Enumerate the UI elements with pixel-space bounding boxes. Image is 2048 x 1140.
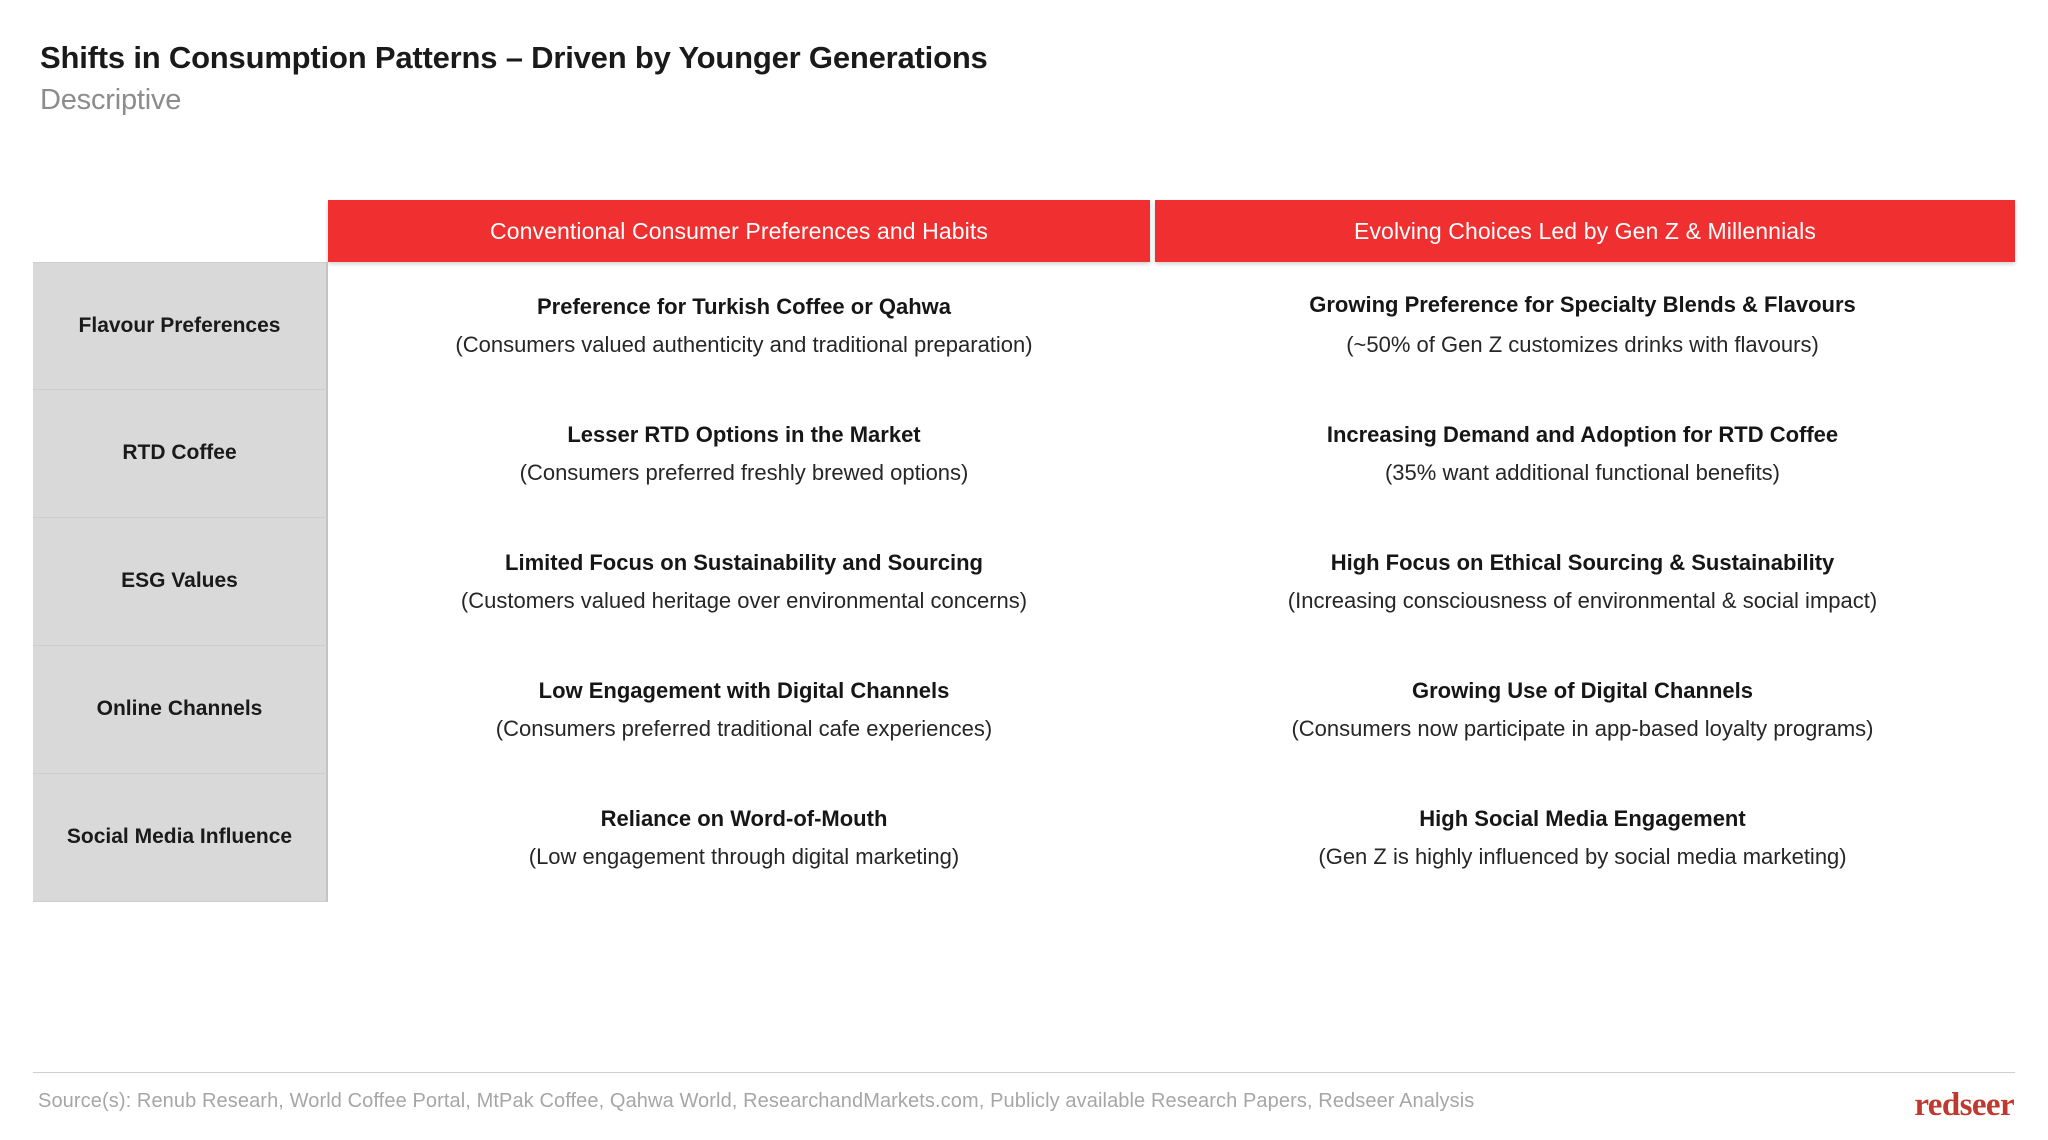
cell-evolving-online-channels: Growing Use of Digital Channels (Consume… [1155, 646, 2010, 774]
cell-headline: Limited Focus on Sustainability and Sour… [505, 549, 983, 575]
column-header-evolving: Evolving Choices Led by Gen Z & Millenni… [1155, 200, 2015, 262]
row-label-rtd-coffee: RTD Coffee [33, 390, 328, 518]
cell-conventional-rtd-coffee: Lesser RTD Options in the Market (Consum… [333, 390, 1155, 518]
table-row: ESG Values Limited Focus on Sustainabili… [33, 518, 2015, 646]
cell-conventional-flavour-preferences: Preference for Turkish Coffee or Qahwa (… [333, 262, 1155, 390]
cell-evolving-esg-values: High Focus on Ethical Sourcing & Sustain… [1155, 518, 2010, 646]
column-header-conventional: Conventional Consumer Preferences and Ha… [328, 200, 1150, 262]
page-title: Shifts in Consumption Patterns – Driven … [40, 40, 988, 75]
cell-detail: (35% want additional functional benefits… [1384, 459, 1781, 485]
cell-detail: (Gen Z is highly influenced by social me… [1318, 843, 1847, 869]
table-row: Social Media Influence Reliance on Word-… [33, 774, 2015, 902]
cell-headline: Lesser RTD Options in the Market [567, 421, 921, 447]
table-body: Flavour Preferences Preference for Turki… [33, 262, 2015, 902]
cell-conventional-social-media-influence: Reliance on Word-of-Mouth (Low engagemen… [333, 774, 1155, 902]
cell-detail: (Low engagement through digital marketin… [528, 843, 960, 869]
cell-detail: (Customers valued heritage over environm… [460, 587, 1028, 613]
footer-divider [33, 1072, 2015, 1073]
cell-evolving-rtd-coffee: Increasing Demand and Adoption for RTD C… [1155, 390, 2010, 518]
cell-detail: (~50% of Gen Z customizes drinks with fl… [1346, 331, 1819, 357]
table-row: RTD Coffee Lesser RTD Options in the Mar… [33, 390, 2015, 518]
title-block: Shifts in Consumption Patterns – Driven … [40, 40, 988, 117]
cell-headline: Growing Preference for Specialty Blends … [1309, 291, 1856, 317]
cell-headline: Reliance on Word-of-Mouth [600, 805, 888, 831]
table-row: Online Channels Low Engagement with Digi… [33, 646, 2015, 774]
cell-headline: High Focus on Ethical Sourcing & Sustain… [1330, 549, 1835, 575]
cell-conventional-esg-values: Limited Focus on Sustainability and Sour… [333, 518, 1155, 646]
cell-conventional-online-channels: Low Engagement with Digital Channels (Co… [333, 646, 1155, 774]
source-note: Source(s): Renub Researh, World Coffee P… [38, 1090, 1475, 1112]
cell-evolving-flavour-preferences: Growing Preference for Specialty Blends … [1155, 262, 2010, 390]
cell-detail: (Consumers valued authenticity and tradi… [455, 331, 1033, 357]
row-label-online-channels: Online Channels [33, 646, 328, 774]
cell-headline: Preference for Turkish Coffee or Qahwa [536, 293, 952, 319]
row-label-social-media-influence: Social Media Influence [33, 774, 328, 902]
page-subtitle: Descriptive [40, 84, 182, 116]
row-label-flavour-preferences: Flavour Preferences [33, 262, 328, 390]
cell-detail: (Increasing consciousness of environment… [1287, 587, 1878, 613]
cell-headline: Low Engagement with Digital Channels [538, 677, 950, 703]
cell-headline: Growing Use of Digital Channels [1411, 677, 1754, 703]
cell-evolving-social-media-influence: High Social Media Engagement (Gen Z is h… [1155, 774, 2010, 902]
redseer-logo: redseer [1914, 1087, 2014, 1123]
cell-headline: High Social Media Engagement [1419, 805, 1746, 831]
row-label-esg-values: ESG Values [33, 518, 328, 646]
cell-headline: Increasing Demand and Adoption for RTD C… [1326, 421, 1839, 447]
table-header-row: Conventional Consumer Preferences and Ha… [328, 200, 2015, 262]
cell-detail: (Consumers preferred freshly brewed opti… [519, 459, 969, 485]
cell-detail: (Consumers now participate in app-based … [1291, 715, 1874, 741]
table-row: Flavour Preferences Preference for Turki… [33, 262, 2015, 390]
cell-detail: (Consumers preferred traditional cafe ex… [495, 715, 993, 741]
